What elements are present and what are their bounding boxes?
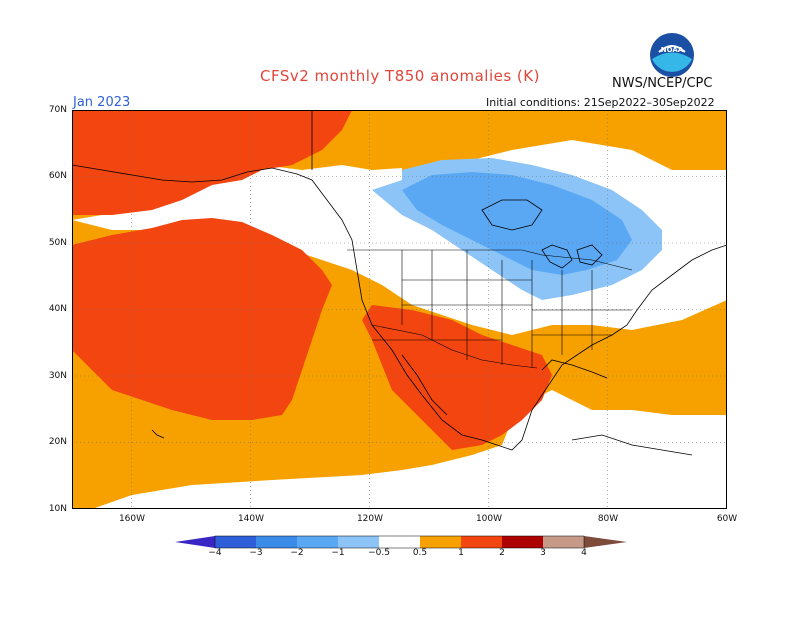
lon-label-160w: 160W bbox=[118, 514, 146, 524]
lon-label-80w: 80W bbox=[597, 514, 619, 524]
coastlines bbox=[72, 110, 727, 456]
lat-label-70n: 70N bbox=[48, 105, 67, 115]
lon-label-140w: 140W bbox=[237, 514, 265, 524]
lat-label-20n: 20N bbox=[48, 437, 67, 447]
colorbar-label: 4 bbox=[581, 548, 587, 558]
colorbar-cell bbox=[461, 536, 502, 548]
colorbar-label: −3 bbox=[249, 548, 263, 558]
colorbar-cell bbox=[420, 536, 461, 548]
map-frame bbox=[72, 110, 727, 509]
lat-label-40n: 40N bbox=[48, 304, 67, 314]
colorbar-label: 2 bbox=[499, 548, 505, 558]
colorbar-cell bbox=[297, 536, 338, 548]
colorbar-cell bbox=[379, 536, 420, 548]
agency-label: NWS/NCEP/CPC bbox=[612, 76, 713, 91]
colorbar-label: 3 bbox=[540, 548, 546, 558]
lat-label-60n: 60N bbox=[48, 171, 67, 181]
colorbar-cell bbox=[256, 536, 297, 548]
colorbar-arrow-warm bbox=[584, 536, 627, 548]
colorbar-label: −4 bbox=[208, 548, 222, 558]
anomaly-region-warm-southwest bbox=[362, 305, 552, 450]
anomaly-region-warm-alaska bbox=[72, 110, 352, 215]
noaa-logo: NOAA bbox=[650, 33, 694, 77]
map-title: CFSv2 monthly T850 anomalies (K) bbox=[260, 67, 540, 85]
colorbar-cell bbox=[502, 536, 543, 548]
anomaly-region-near-normal bbox=[302, 165, 402, 190]
lon-label-60w: 60W bbox=[716, 514, 738, 524]
colorbar-label: −2 bbox=[290, 548, 304, 558]
colorbar-arrow-cold bbox=[175, 536, 215, 548]
forecast-month: Jan 2023 bbox=[73, 95, 131, 110]
colorbar-cell bbox=[215, 536, 256, 548]
initial-conditions: Initial conditions: 21Sep2022–30Sep2022 bbox=[486, 96, 715, 109]
colorbar-label: −0.5 bbox=[368, 548, 390, 558]
lat-label-30n: 30N bbox=[48, 371, 67, 381]
colorbar bbox=[175, 535, 627, 549]
anomaly-map bbox=[72, 110, 727, 509]
logo-text: NOAA bbox=[661, 46, 684, 54]
lat-label-50n: 50N bbox=[48, 238, 67, 248]
lon-label-100w: 100W bbox=[475, 514, 503, 524]
colorbar-label: −1 bbox=[331, 548, 345, 558]
colorbar-cell bbox=[338, 536, 379, 548]
political-borders bbox=[347, 249, 633, 369]
anomaly-region-warm-pacific bbox=[72, 218, 332, 420]
anomaly-region-cool bbox=[402, 172, 632, 275]
lon-label-120w: 120W bbox=[356, 514, 384, 524]
lat-label-10n: 10N bbox=[48, 504, 67, 514]
colorbar-cell bbox=[543, 536, 584, 548]
colorbar-label: 0.5 bbox=[412, 548, 428, 558]
colorbar-label: 1 bbox=[458, 548, 464, 558]
